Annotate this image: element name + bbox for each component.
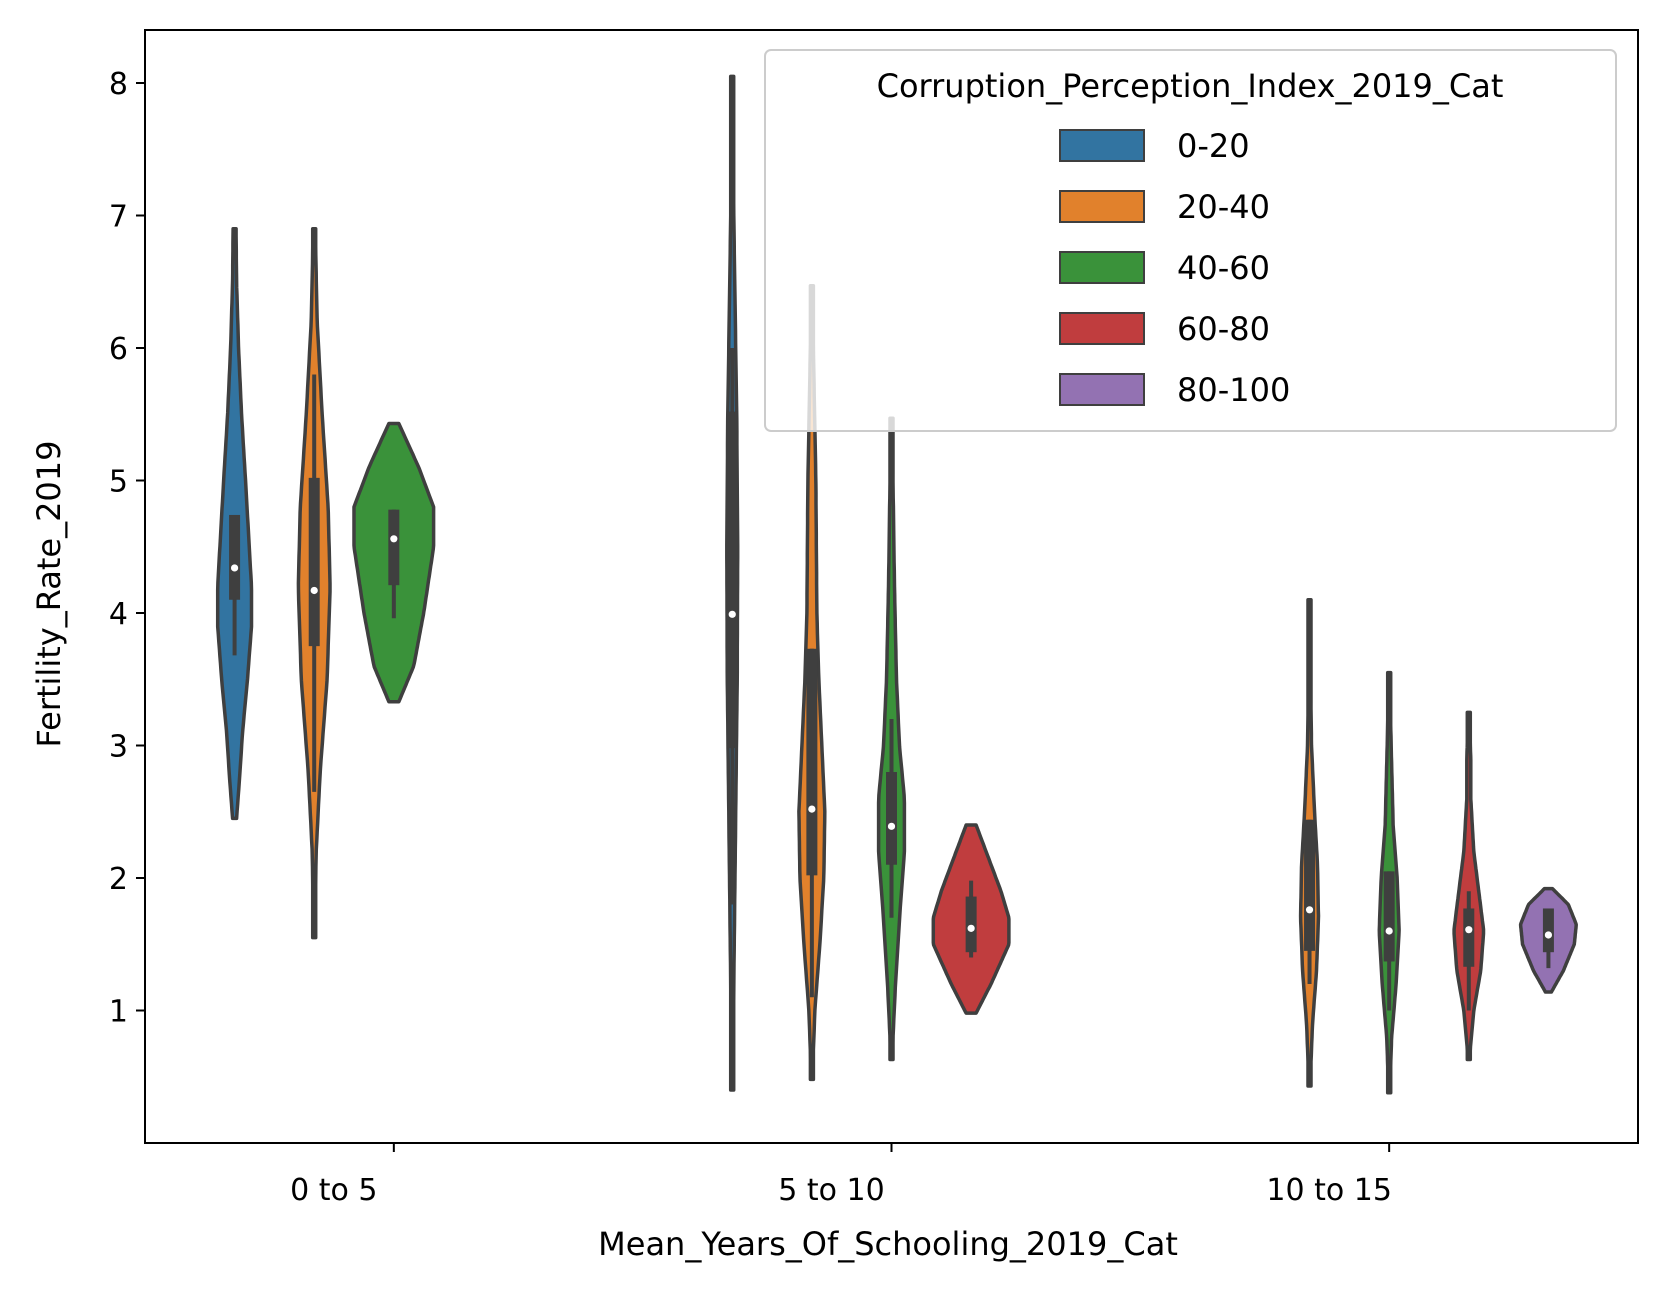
x-tick-label-1: 5 to 10 <box>778 1173 884 1208</box>
y-tick-label-7: 7 <box>109 200 128 235</box>
violin-median-80-100-2 <box>1544 931 1553 939</box>
legend-swatch-80-100 <box>1059 373 1145 406</box>
y-tick-label-1: 1 <box>109 995 128 1030</box>
violin-iqr-0-20-1 <box>726 411 738 749</box>
violin-60-80-1 <box>931 823 1011 1015</box>
violin-median-20-40-2 <box>1305 906 1314 914</box>
violin-40-60-0 <box>352 421 436 704</box>
legend-swatch-40-60 <box>1059 251 1145 284</box>
legend-label-80-100: 80-100 <box>1177 371 1290 409</box>
violin-median-40-60-0 <box>390 535 398 543</box>
legend-label-60-80: 60-80 <box>1177 310 1270 348</box>
violin-median-40-60-2 <box>1385 927 1393 935</box>
violin-0-20-1 <box>725 74 740 1092</box>
y-tick-label-5: 5 <box>109 465 128 500</box>
y-tick-label-2: 2 <box>109 862 128 897</box>
violin-iqr-40-60-2 <box>1383 871 1395 962</box>
legend-entries: 0-20 20-40 40-60 60-80 80-100 <box>1059 127 1290 409</box>
legend-label-0-20: 0-20 <box>1177 127 1250 165</box>
legend-label-20-40: 20-40 <box>1177 188 1270 226</box>
violin-median-20-40-0 <box>310 586 318 595</box>
legend-label-40-60: 40-60 <box>1177 249 1270 287</box>
violin-60-80-2 <box>1452 710 1486 1062</box>
violin-0-20-0 <box>215 227 254 821</box>
violin-median-60-80-1 <box>967 924 975 932</box>
legend-title: Corruption_Perception_Index_2019_Cat <box>877 67 1504 105</box>
y-tick-label-3: 3 <box>109 730 128 765</box>
violin-20-40-0 <box>296 227 332 940</box>
violins-layer <box>215 74 1578 1095</box>
violin-iqr-0-20-0 <box>229 514 241 600</box>
violin-median-0-20-0 <box>230 564 239 572</box>
violin-iqr-20-40-0 <box>308 477 320 647</box>
violin-median-20-40-1 <box>808 805 816 813</box>
violin-iqr-40-60-0 <box>388 509 400 586</box>
violin-iqr-40-60-1 <box>886 772 897 865</box>
x-tick-label-0: 0 to 5 <box>290 1173 377 1208</box>
legend-frame <box>764 49 1617 432</box>
x-axis-title: Mean_Years_Of_Schooling_2019_Cat <box>598 1225 1178 1263</box>
violin-iqr-20-40-1 <box>806 648 818 876</box>
y-tick-label-6: 6 <box>109 332 128 367</box>
violin-body-60-80-2 <box>1452 710 1486 1062</box>
violin-median-60-80-2 <box>1465 926 1473 934</box>
violin-median-0-20-1 <box>728 610 736 618</box>
violin-40-60-2 <box>1377 670 1401 1095</box>
violin-20-40-2 <box>1298 598 1321 1088</box>
violin-iqr-60-80-1 <box>965 896 977 953</box>
violin-iqr-80-100-2 <box>1542 908 1554 953</box>
legend-swatch-0-20 <box>1059 129 1145 162</box>
legend: Corruption_Perception_Index_2019_Cat 0-2… <box>764 49 1617 432</box>
violin-iqr-60-80-2 <box>1463 908 1475 967</box>
violin-80-100-2 <box>1518 886 1578 994</box>
axes-layer: 1 2 3 4 5 6 7 8 0 to 5 5 to 10 10 to 15 <box>109 29 1639 1208</box>
y-axis-title: Fertility_Rate_2019 <box>30 440 68 747</box>
y-tick-label-4: 4 <box>109 597 128 632</box>
legend-swatch-20-40 <box>1059 190 1145 223</box>
y-tick-label-8: 8 <box>109 67 128 102</box>
violin-iqr-20-40-2 <box>1304 819 1316 951</box>
legend-swatch-60-80 <box>1059 312 1145 345</box>
violin-median-40-60-1 <box>887 822 896 830</box>
x-tick-label-2: 10 to 15 <box>1266 1173 1392 1208</box>
